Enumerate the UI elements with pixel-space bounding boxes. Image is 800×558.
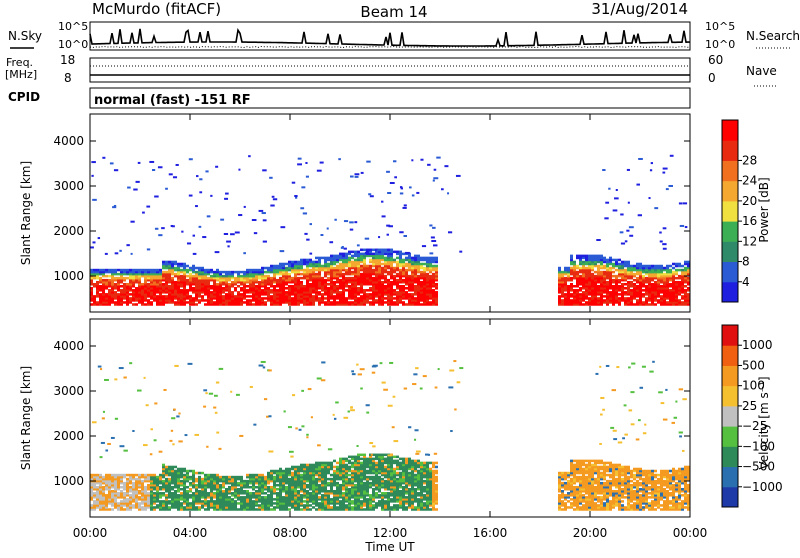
noise-sky-series — [90, 29, 690, 46]
colorbar-swatch — [722, 201, 738, 222]
colorbar-tick-label: 1000 — [742, 338, 773, 352]
nsearch-label: N.Search — [746, 29, 800, 43]
colorbar-tick-label: 16 — [742, 214, 757, 228]
cpid-label: CPID — [8, 90, 40, 104]
colorbar-swatch — [722, 467, 738, 488]
freq-label-2: [MHz] — [5, 68, 37, 81]
velocity-data — [90, 360, 690, 511]
y-tick-label: 1000 — [53, 269, 84, 283]
velocity-ylabel: Slant Range [km] — [19, 366, 33, 470]
x-axis-label: Time UT — [364, 540, 415, 554]
station-title: McMurdo (fitACF) — [92, 0, 221, 18]
nsky-label: N.Sky — [8, 29, 42, 43]
colorbar-tick-label: −1000 — [742, 480, 783, 494]
colorbar-tick-label: 12 — [742, 234, 757, 248]
velocity-cbar-label: Velocity [m s⁻¹] — [757, 376, 771, 469]
freq-tick-low: 8 — [64, 71, 72, 85]
x-tick-label: 20:00 — [573, 526, 608, 540]
colorbar-swatch — [722, 325, 738, 346]
y-tick-label: 2000 — [53, 429, 84, 443]
beam-title: Beam 14 — [360, 3, 427, 21]
nave-tick-low: 0 — [708, 71, 716, 85]
colorbar-swatch — [722, 426, 738, 447]
x-tick-label: 00:00 — [673, 526, 708, 540]
colorbar-swatch — [722, 120, 738, 141]
colorbar-swatch — [722, 140, 738, 161]
colorbar-tick-label: 28 — [742, 153, 757, 167]
x-tick-label: 00:00 — [73, 526, 108, 540]
noise-search-series — [90, 47, 690, 48]
colorbar-swatch — [722, 160, 738, 181]
x-tick-label: 16:00 — [473, 526, 508, 540]
noise-panel: N.Sky 10^5 10^0 10^5 10^0 N.Search — [8, 20, 800, 51]
colorbar-swatch — [722, 221, 738, 242]
colorbar-tick-label: 4 — [742, 275, 750, 289]
colorbar-swatch — [722, 345, 738, 366]
date-title: 31/Aug/2014 — [591, 0, 688, 18]
x-tick-label: 04:00 — [173, 526, 208, 540]
colorbar-swatch — [722, 487, 738, 508]
frequency-panel: Freq. [MHz] 18 8 60 0 Nave — [5, 53, 777, 86]
nave-tick-high: 60 — [708, 53, 723, 67]
power-data — [90, 155, 690, 306]
velocity-panel: 1000 2000 3000 4000 Slant Range [km] 1000 50… — [19, 319, 783, 517]
colorbar-swatch — [722, 386, 738, 407]
y-tick-label: 4000 — [53, 134, 84, 148]
y-tick-label: 4000 — [53, 339, 84, 353]
y-tick-label: 3000 — [53, 384, 84, 398]
power-panel: 1000 2000 3000 4000 Slant Range [km] 4 8 12 16… — [19, 114, 771, 312]
y-tick-label: 1000 — [53, 474, 84, 488]
x-tick-label: 08:00 — [273, 526, 308, 540]
colorbar-tick-label: 20 — [742, 194, 757, 208]
colorbar-swatch — [722, 262, 738, 283]
nsearch-tick-high: 10^5 — [705, 20, 735, 33]
colorbar-tick-label: 500 — [742, 358, 765, 372]
colorbar-tick-label: 25 — [742, 399, 757, 413]
nsearch-tick-low: 10^0 — [705, 38, 735, 51]
nsky-tick-low: 10^0 — [58, 38, 88, 51]
x-tick-label: 12:00 — [373, 526, 408, 540]
nave-label: Nave — [746, 64, 777, 78]
colorbar-swatch — [722, 181, 738, 202]
colorbar-swatch — [722, 406, 738, 427]
cpid-text: normal (fast) -151 RF — [94, 93, 251, 108]
colorbar-swatch — [722, 446, 738, 467]
colorbar-swatch — [722, 282, 738, 303]
y-tick-label: 3000 — [53, 179, 84, 193]
colorbar-tick-label: 24 — [742, 174, 757, 188]
nsky-tick-high: 10^5 — [58, 20, 88, 33]
y-tick-label: 2000 — [53, 224, 84, 238]
power-cbar-label: Power [dB] — [757, 177, 771, 242]
colorbar-tick-label: 8 — [742, 255, 750, 269]
freq-tick-high: 18 — [60, 53, 75, 67]
power-ylabel: Slant Range [km] — [19, 161, 33, 265]
colorbar-swatch — [722, 365, 738, 386]
colorbar-swatch — [722, 241, 738, 262]
